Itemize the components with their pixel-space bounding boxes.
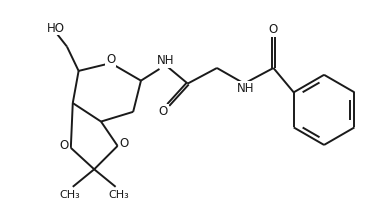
Text: O: O — [159, 105, 168, 118]
Text: NH: NH — [156, 54, 174, 67]
Text: HO: HO — [47, 22, 65, 35]
Text: O: O — [269, 24, 278, 37]
Text: CH₃: CH₃ — [108, 190, 129, 200]
Text: NH: NH — [237, 82, 254, 95]
Text: O: O — [106, 53, 115, 66]
Text: CH₃: CH₃ — [59, 190, 80, 200]
Text: O: O — [120, 138, 129, 150]
Text: O: O — [59, 139, 69, 152]
